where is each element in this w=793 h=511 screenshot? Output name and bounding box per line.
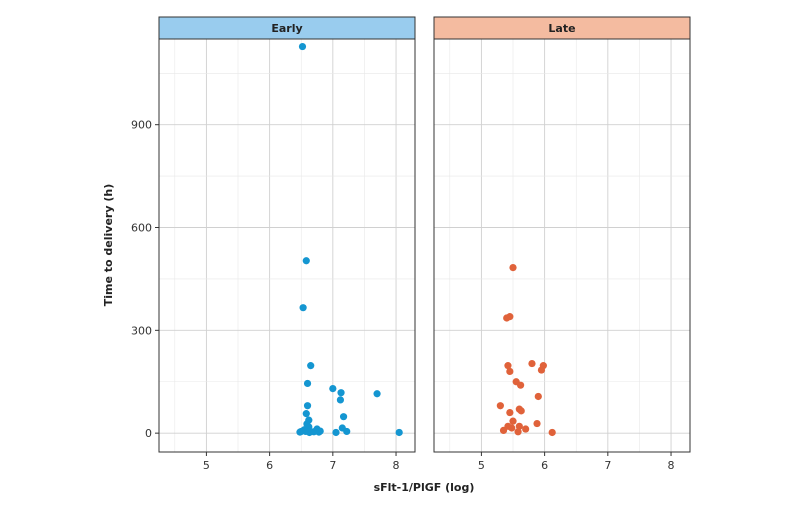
- data-point: [508, 424, 516, 432]
- x-tick-label: 6: [266, 459, 273, 472]
- panel-early: Early 5 6 7 8 0 300 600 900: [131, 16, 416, 472]
- y-tick-label: 300: [131, 324, 152, 337]
- x-tick-label: 6: [541, 459, 548, 472]
- data-point: [504, 362, 512, 370]
- panel-late: Late 5 6 7 8: [433, 16, 691, 472]
- x-tick-label: 7: [329, 459, 336, 472]
- data-point: [343, 427, 351, 436]
- data-point: [496, 402, 504, 410]
- panel-border: [433, 38, 691, 453]
- data-point: [499, 426, 508, 435]
- data-point: [534, 392, 542, 401]
- x-tick-label: 8: [393, 459, 400, 472]
- data-point: [299, 304, 307, 312]
- x-tick-label: 5: [203, 459, 210, 472]
- data-point: [528, 359, 536, 368]
- panel-strip-label: Early: [271, 22, 302, 35]
- data-point: [296, 428, 304, 436]
- y-tick-label: 600: [131, 222, 152, 235]
- data-point: [548, 428, 556, 437]
- y-tick-label: 900: [131, 119, 152, 132]
- panel-border: [158, 38, 416, 453]
- x-tick-label: 8: [668, 459, 675, 472]
- panel-strip-label: Late: [548, 22, 575, 35]
- data-point: [303, 402, 312, 410]
- data-point: [337, 389, 345, 397]
- data-point: [332, 428, 340, 437]
- data-point: [509, 264, 517, 272]
- data-point: [537, 366, 546, 374]
- data-point: [302, 410, 310, 418]
- data-point: [298, 42, 307, 51]
- data-point: [339, 413, 348, 421]
- y-tick-label: 0: [145, 427, 152, 440]
- data-point: [303, 379, 312, 388]
- data-point: [373, 390, 381, 398]
- data-point: [517, 407, 525, 415]
- y-axis-title: Time to delivery (h): [102, 184, 115, 307]
- data-point: [503, 314, 511, 322]
- x-axis-title: sFlt-1/PlGF (log): [374, 481, 475, 494]
- data-point: [307, 362, 315, 370]
- data-point: [515, 422, 523, 430]
- data-point: [509, 417, 517, 425]
- data-point: [336, 396, 345, 404]
- data-point: [533, 419, 541, 428]
- data-point: [506, 367, 514, 376]
- data-point: [522, 425, 530, 433]
- data-point: [395, 428, 403, 437]
- x-tick-label: 7: [604, 459, 611, 472]
- x-tick-label: 5: [478, 459, 485, 472]
- data-point: [516, 381, 525, 389]
- data-point: [514, 428, 522, 436]
- data-point: [506, 408, 514, 417]
- data-point: [329, 384, 337, 393]
- data-point: [302, 257, 310, 265]
- data-point: [316, 427, 324, 435]
